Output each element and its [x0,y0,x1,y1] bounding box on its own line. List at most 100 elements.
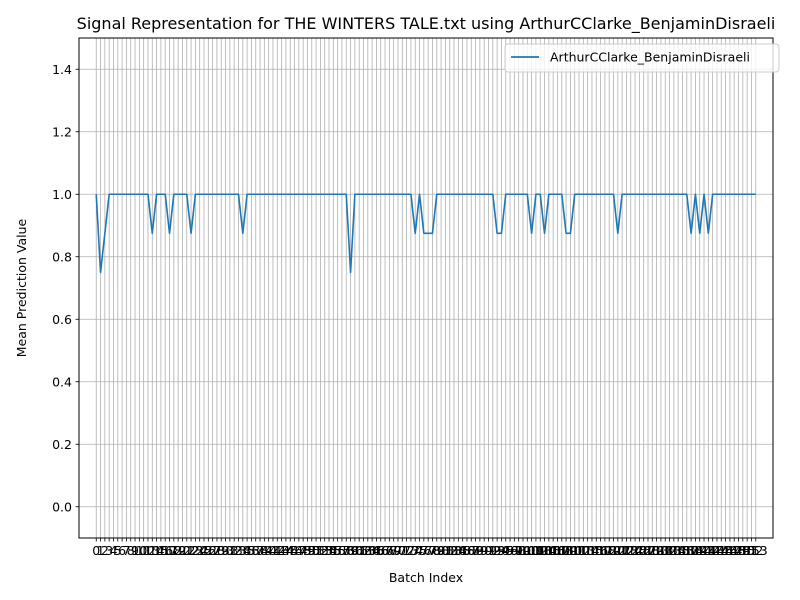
x-tick-label: 29 [213,543,229,558]
x-tick-label: 52 [312,543,328,558]
x-tick-label: 16 [157,543,173,558]
x-tick-label: 119 [597,543,621,558]
x-tick-label: 139 [683,543,707,558]
x-tick-label: 7 [122,543,130,558]
x-tick-label: 9 [131,543,139,558]
x-tick-label: 24 [192,543,208,558]
x-tick-label: 13 [144,543,160,558]
x-tick-label: 137 [675,543,699,558]
x-tick-label: 86 [459,543,475,558]
x-tick-label: 104 [533,543,557,558]
legend: ArthurCClarke_BenjaminDisraeli [504,43,780,73]
x-tick-label: 82 [442,543,458,558]
x-tick-label: 107 [546,543,570,558]
x-tick-label: 147 [718,543,742,558]
x-tick-label: 101 [520,543,544,558]
y-tick-label: 0.8 [52,249,72,264]
x-tick-label: 50 [304,543,320,558]
x-tick-label: 57 [334,543,350,558]
x-tick-label: 133 [658,543,682,558]
x-axis-title: Batch Index [389,570,463,585]
x-tick-label: 129 [640,543,664,558]
x-tick-label: 31 [222,543,238,558]
y-tick-label: 0.0 [52,499,72,514]
x-tick-label: 21 [179,543,195,558]
x-tick-label: 72 [399,543,415,558]
series-line [95,193,756,274]
x-tick-label: 87 [463,543,479,558]
x-tick-label: 102 [524,543,548,558]
x-tick-label: 27 [205,543,221,558]
x-tick-label: 36 [243,543,259,558]
x-tick-label: 110 [558,543,582,558]
x-tick-label: 1 [97,543,105,558]
x-tick-label: 66 [373,543,389,558]
x-tick-label: 17 [162,543,178,558]
x-tick-label: 84 [450,543,466,558]
x-tick-label: 153 [744,543,768,558]
x-tick-label: 116 [584,543,608,558]
x-tick-label: 96 [502,543,518,558]
x-tick-label: 132 [653,543,677,558]
y-tick-label: 0.4 [52,374,72,389]
x-tick-label: 61 [351,543,367,558]
x-tick-label: 95 [498,543,514,558]
x-tick-label: 99 [515,543,531,558]
x-tick-label: 149 [727,543,751,558]
x-tick-label: 11 [136,543,152,558]
y-tick-label: 1.2 [52,124,72,139]
x-gridlines [95,38,757,538]
x-tick-label: 15 [153,543,169,558]
x-tick-label: 79 [429,543,445,558]
legend-label: ArthurCClarke_BenjaminDisraeli [550,50,750,65]
x-tick-label: 90 [476,543,492,558]
x-tick-label: 121 [606,543,630,558]
x-tick-label: 48 [295,543,311,558]
x-tick-label: 109 [554,543,578,558]
x-tick-label: 62 [356,543,372,558]
x-tick-label: 123 [615,543,639,558]
x-tick-label: 49 [300,543,316,558]
x-tick-label: 97 [506,543,522,558]
x-tick-label: 115 [580,543,604,558]
x-tick-label: 39 [256,543,272,558]
x-tick-label: 125 [623,543,647,558]
x-tick-label: 44 [278,543,294,558]
x-tick-label: 69 [386,543,402,558]
x-tick-label: 2 [101,543,109,558]
x-tick-label: 77 [420,543,436,558]
x-tick-label: 93 [489,543,505,558]
x-tick-label: 6 [118,543,126,558]
x-tick-label: 53 [317,543,333,558]
x-tick-label: 33 [231,543,247,558]
x-tick-label: 42 [269,543,285,558]
x-tick-label: 56 [330,543,346,558]
x-tick-label: 106 [541,543,565,558]
x-tick-label: 54 [321,543,337,558]
x-tick-label: 98 [511,543,527,558]
x-tick-label: 37 [248,543,264,558]
x-tick-label: 146 [714,543,738,558]
x-tick-label: 8 [127,543,135,558]
x-tick-label: 127 [632,543,656,558]
x-tick-label: 73 [403,543,419,558]
x-tick-label: 145 [709,543,733,558]
x-tick-label: 131 [649,543,673,558]
x-tick-label: 124 [619,543,643,558]
x-tick-label: 41 [265,543,281,558]
x-tick-label: 91 [481,543,497,558]
x-tick-label: 75 [412,543,428,558]
x-tick-label: 38 [252,543,268,558]
x-tick-label: 117 [589,543,613,558]
x-tick-label: 114 [576,543,600,558]
x-tick-label: 103 [528,543,552,558]
x-tick-label: 40 [261,543,277,558]
plot-frame [78,37,774,539]
y-tick-label: 1.4 [52,62,72,77]
x-tick-label: 113 [571,543,595,558]
x-tick-label: 28 [209,543,225,558]
x-tick-label: 142 [696,543,720,558]
x-tick-label: 63 [360,543,376,558]
x-tick-label: 45 [282,543,298,558]
